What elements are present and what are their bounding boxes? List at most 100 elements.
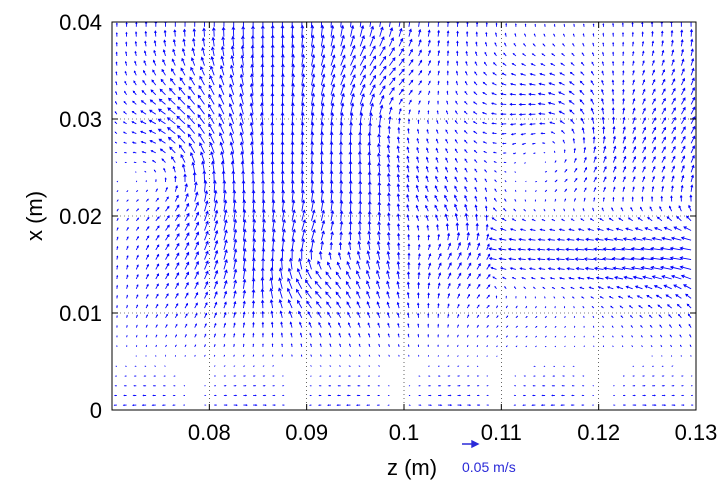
velocity-arrow bbox=[291, 238, 296, 250]
velocity-arrow bbox=[475, 22, 479, 27]
velocity-arrow bbox=[262, 343, 264, 347]
velocity-arrow bbox=[270, 150, 275, 163]
velocity-arrow bbox=[483, 71, 488, 76]
velocity-arrow bbox=[689, 28, 694, 37]
velocity-arrow bbox=[571, 385, 575, 387]
velocity-arrow bbox=[165, 186, 168, 192]
velocity-arrow bbox=[475, 31, 478, 37]
velocity-arrow bbox=[135, 324, 138, 328]
velocity-arrow bbox=[627, 295, 633, 299]
velocity-arrow bbox=[145, 263, 149, 270]
velocity-arrow bbox=[272, 385, 275, 387]
velocity-arrow bbox=[211, 27, 216, 37]
velocity-arrow bbox=[358, 200, 363, 212]
velocity-arrow bbox=[465, 70, 468, 76]
velocity-arrow bbox=[510, 82, 517, 86]
velocity-arrow bbox=[242, 218, 247, 231]
velocity-arrow bbox=[632, 394, 636, 397]
velocity-arrow bbox=[249, 102, 254, 115]
velocity-arrow bbox=[611, 107, 615, 115]
velocity-arrow bbox=[338, 375, 341, 377]
velocity-arrow bbox=[250, 141, 254, 153]
velocity-arrow bbox=[535, 180, 538, 183]
velocity-arrow bbox=[376, 143, 381, 153]
velocity-arrow bbox=[193, 181, 198, 192]
velocity-arrow bbox=[239, 92, 244, 105]
velocity-arrow bbox=[319, 343, 322, 348]
velocity-arrow bbox=[220, 160, 225, 173]
velocity-arrow bbox=[476, 273, 481, 280]
velocity-arrow bbox=[406, 137, 410, 144]
velocity-arrow bbox=[152, 385, 156, 387]
velocity-arrow bbox=[573, 177, 578, 183]
velocity-arrow bbox=[494, 188, 497, 193]
velocity-arrow bbox=[603, 266, 614, 271]
velocity-arrow bbox=[574, 247, 585, 252]
velocity-arrow bbox=[389, 77, 396, 86]
velocity-arrow bbox=[210, 56, 215, 66]
velocity-arrow bbox=[135, 254, 139, 260]
velocity-arrow bbox=[223, 279, 228, 289]
velocity-arrow bbox=[214, 385, 217, 387]
velocity-arrow bbox=[688, 323, 692, 328]
velocity-arrow bbox=[150, 150, 156, 154]
velocity-arrow bbox=[213, 199, 218, 212]
velocity-arrow bbox=[622, 135, 627, 144]
velocity-arrow bbox=[630, 256, 643, 261]
velocity-arrow bbox=[457, 251, 462, 260]
velocity-arrow bbox=[582, 33, 585, 37]
velocity-arrow bbox=[162, 49, 166, 57]
velocity-arrow bbox=[437, 262, 442, 270]
velocity-arrow bbox=[194, 323, 197, 328]
velocity-arrow bbox=[348, 150, 353, 163]
velocity-arrow bbox=[601, 70, 604, 76]
velocity-arrow bbox=[564, 159, 567, 163]
velocity-arrow bbox=[622, 60, 625, 66]
velocity-arrow bbox=[155, 188, 158, 193]
velocity-arrow bbox=[585, 237, 594, 242]
velocity-arrow bbox=[252, 343, 255, 347]
velocity-arrow bbox=[270, 131, 275, 144]
y-tick-label: 0 bbox=[90, 398, 102, 423]
velocity-arrow bbox=[145, 226, 150, 231]
velocity-arrow bbox=[517, 257, 526, 261]
velocity-arrow bbox=[116, 217, 119, 222]
velocity-arrow bbox=[184, 344, 187, 348]
velocity-arrow bbox=[680, 174, 685, 183]
velocity-arrow bbox=[231, 26, 236, 37]
velocity-arrow bbox=[158, 98, 166, 105]
velocity-arrow bbox=[628, 305, 633, 309]
velocity-arrow bbox=[446, 40, 450, 47]
velocity-arrow bbox=[541, 142, 546, 144]
velocity-arrow bbox=[500, 102, 507, 106]
velocity-arrow bbox=[378, 343, 381, 348]
velocity-arrow bbox=[135, 264, 139, 270]
velocity-arrow bbox=[636, 295, 643, 299]
velocity-arrow bbox=[689, 344, 692, 348]
velocity-arrow bbox=[644, 227, 653, 231]
velocity-arrow bbox=[386, 301, 390, 309]
velocity-arrow bbox=[174, 213, 180, 222]
velocity-arrow bbox=[425, 185, 429, 192]
velocity-arrow bbox=[300, 160, 305, 173]
velocity-arrow bbox=[330, 44, 336, 57]
velocity-arrow bbox=[660, 195, 663, 202]
velocity-arrow bbox=[517, 247, 526, 251]
velocity-arrow bbox=[230, 55, 235, 66]
velocity-arrow bbox=[250, 63, 255, 76]
velocity-arrow bbox=[171, 58, 176, 66]
velocity-arrow bbox=[642, 146, 647, 154]
velocity-arrow bbox=[670, 344, 673, 348]
velocity-arrow bbox=[301, 53, 306, 66]
velocity-arrow bbox=[500, 122, 507, 126]
velocity-arrow bbox=[590, 296, 595, 299]
velocity-arrow bbox=[350, 64, 356, 76]
velocity-arrow bbox=[229, 141, 235, 154]
velocity-arrow bbox=[291, 53, 295, 66]
velocity-arrow bbox=[359, 112, 364, 124]
velocity-arrow bbox=[571, 394, 575, 397]
velocity-arrow bbox=[504, 32, 507, 37]
velocity-arrow bbox=[152, 159, 157, 163]
velocity-arrow bbox=[537, 92, 546, 96]
velocity-arrow bbox=[513, 208, 517, 212]
